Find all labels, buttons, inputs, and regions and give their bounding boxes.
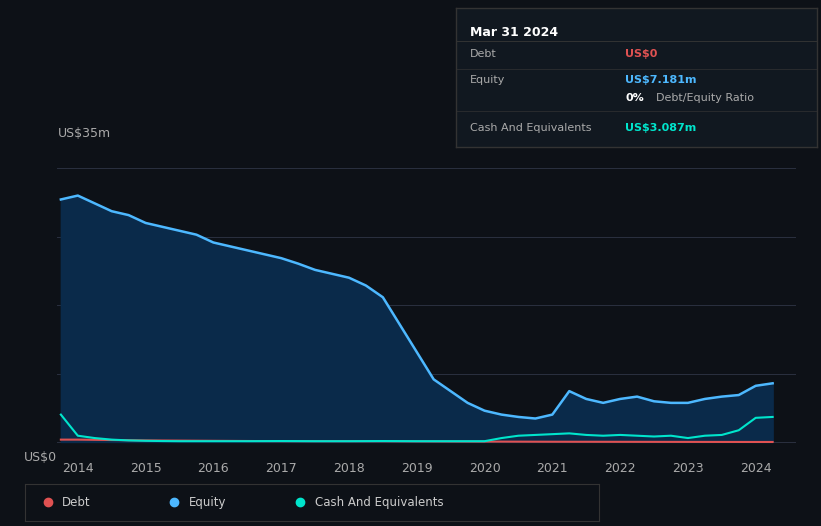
Text: Equity: Equity [470,75,506,85]
Text: US$35m: US$35m [57,127,111,140]
Text: US$0: US$0 [626,49,658,59]
Text: US$7.181m: US$7.181m [626,75,697,85]
Text: Cash And Equivalents: Cash And Equivalents [314,496,443,509]
Text: Equity: Equity [189,496,226,509]
Text: Cash And Equivalents: Cash And Equivalents [470,123,592,133]
Text: 0%: 0% [626,94,644,104]
Text: US$0: US$0 [24,451,57,464]
Text: Debt: Debt [62,496,90,509]
Text: US$3.087m: US$3.087m [626,123,697,133]
Text: Debt/Equity Ratio: Debt/Equity Ratio [656,94,754,104]
Text: Mar 31 2024: Mar 31 2024 [470,26,558,39]
Text: Debt: Debt [470,49,497,59]
